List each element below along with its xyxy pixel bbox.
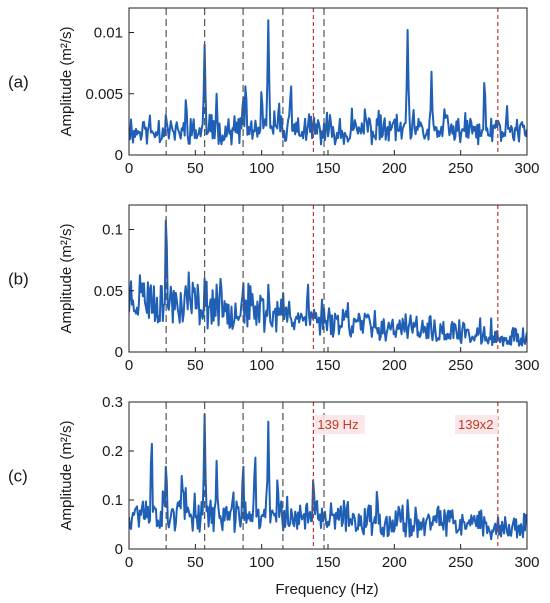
x-axis-title: Frequency (Hz) (275, 581, 378, 598)
x-tick-label: 150 (315, 554, 340, 571)
x-tick-label: 150 (315, 357, 340, 374)
annotation-background (314, 414, 365, 434)
y-tick-label: 0.2 (102, 443, 123, 460)
x-tick-label: 0 (125, 357, 133, 374)
x-tick-label: 50 (187, 160, 204, 177)
x-tick-label: 250 (448, 554, 473, 571)
y-axis-title: Amplitude (m²/s) (58, 420, 75, 530)
y-tick-label: 0.05 (94, 283, 123, 300)
x-tick-label: 50 (187, 357, 204, 374)
x-tick-label: 200 (382, 160, 407, 177)
y-axis-title: Amplitude (m²/s) (58, 26, 75, 136)
y-tick-label: 0.3 (102, 394, 123, 411)
spectrum-series (129, 19, 527, 146)
x-tick-label: 100 (249, 357, 274, 374)
x-tick-label: 300 (514, 160, 539, 177)
panel-3: 0 50 100 150 200 250 300 0 0.1 0.2 0.3 Amplitude (m… (8, 394, 540, 571)
y-tick-label: 0.005 (85, 86, 123, 103)
y-tick-label: 0 (115, 344, 123, 361)
x-tick-label: 0 (125, 160, 133, 177)
x-tick-label: 0 (125, 554, 133, 571)
spectrum-series (129, 413, 527, 541)
y-tick-label: 0 (115, 541, 123, 558)
panel-2: 0 50 100 150 200 250 300 0 0.05 0.1 Amplitude (m²/… (8, 204, 540, 374)
x-tick-label: 250 (448, 160, 473, 177)
x-tick-label: 100 (249, 160, 274, 177)
x-tick-label: 200 (382, 357, 407, 374)
annotation-background (455, 414, 499, 434)
x-tick-label: 100 (249, 554, 274, 571)
panel-label: (b) (8, 270, 29, 289)
y-tick-label: 0.1 (102, 222, 123, 239)
y-tick-label: 0 (115, 147, 123, 164)
x-tick-label: 200 (382, 554, 407, 571)
annotation-label: 139x2 (458, 417, 493, 432)
y-axis-title: Amplitude (m²/s) (58, 223, 75, 333)
x-tick-label: 300 (514, 554, 539, 571)
panel-label: (a) (8, 73, 29, 92)
x-tick-label: 300 (514, 357, 539, 374)
panel-1: 0 50 100 150 200 250 300 0 0.005 0.01 Amplitude (m… (8, 7, 540, 177)
x-tick-label: 250 (448, 357, 473, 374)
y-tick-label: 0.1 (102, 492, 123, 509)
x-tick-label: 150 (315, 160, 340, 177)
x-tick-label: 50 (187, 554, 204, 571)
panel-label: (c) (8, 467, 28, 486)
spectrum-series (129, 219, 527, 347)
y-tick-label: 0.01 (94, 25, 123, 42)
annotation-label: 139 Hz (317, 417, 358, 432)
